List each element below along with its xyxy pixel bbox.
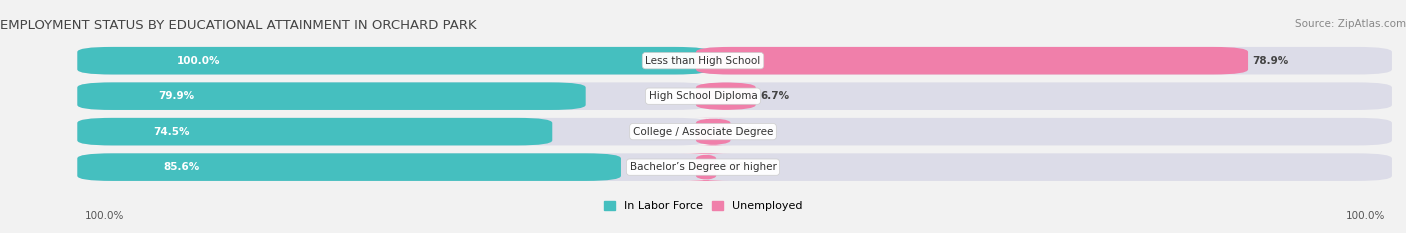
Text: 78.9%: 78.9% (1253, 56, 1288, 66)
Legend: In Labor Force, Unemployed: In Labor Force, Unemployed (599, 197, 807, 216)
Text: 3.0%: 3.0% (735, 127, 763, 137)
Text: Less than High School: Less than High School (645, 56, 761, 66)
FancyBboxPatch shape (77, 47, 710, 75)
Text: Bachelor’s Degree or higher: Bachelor’s Degree or higher (630, 162, 776, 172)
FancyBboxPatch shape (696, 47, 1392, 75)
Text: 0.9%: 0.9% (720, 162, 749, 172)
FancyBboxPatch shape (696, 118, 1392, 145)
Text: 85.6%: 85.6% (163, 162, 200, 172)
FancyBboxPatch shape (77, 153, 621, 181)
Text: 100.0%: 100.0% (1346, 211, 1385, 221)
FancyBboxPatch shape (696, 118, 731, 145)
FancyBboxPatch shape (77, 82, 710, 110)
FancyBboxPatch shape (77, 82, 586, 110)
Text: EMPLOYMENT STATUS BY EDUCATIONAL ATTAINMENT IN ORCHARD PARK: EMPLOYMENT STATUS BY EDUCATIONAL ATTAINM… (0, 19, 477, 32)
FancyBboxPatch shape (696, 82, 1392, 110)
Text: 6.7%: 6.7% (759, 91, 789, 101)
FancyBboxPatch shape (696, 47, 1249, 75)
Text: 79.9%: 79.9% (159, 91, 194, 101)
Text: 100.0%: 100.0% (84, 211, 124, 221)
FancyBboxPatch shape (696, 82, 755, 110)
Text: High School Diploma: High School Diploma (648, 91, 758, 101)
FancyBboxPatch shape (696, 153, 1392, 181)
FancyBboxPatch shape (77, 118, 553, 145)
FancyBboxPatch shape (77, 47, 710, 75)
Text: College / Associate Degree: College / Associate Degree (633, 127, 773, 137)
Text: Source: ZipAtlas.com: Source: ZipAtlas.com (1295, 19, 1406, 29)
FancyBboxPatch shape (77, 153, 710, 181)
Text: 100.0%: 100.0% (177, 56, 221, 66)
FancyBboxPatch shape (77, 118, 710, 145)
FancyBboxPatch shape (681, 153, 731, 181)
Text: 74.5%: 74.5% (153, 127, 190, 137)
